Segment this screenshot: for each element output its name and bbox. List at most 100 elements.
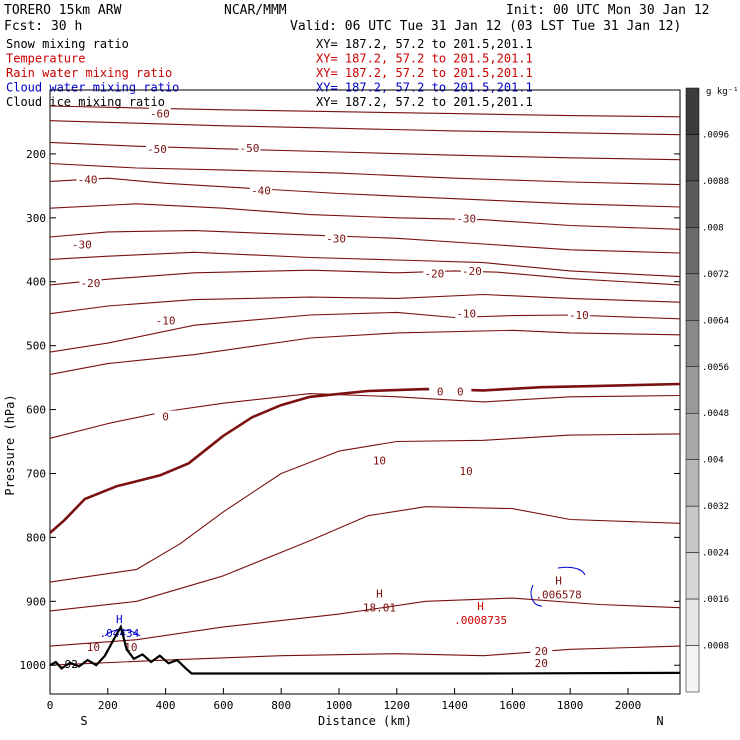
colorbar-segment <box>685 320 700 368</box>
contour-label: 10 <box>373 455 386 468</box>
y-tick-label: 600 <box>26 404 46 417</box>
isotherm-line <box>49 269 681 286</box>
plot-frame <box>49 89 681 695</box>
max-value: .0008735 <box>454 614 507 627</box>
isotherm-line <box>49 597 681 647</box>
x-tick-label: 2000 <box>615 699 642 712</box>
isotherm-line <box>49 311 681 353</box>
x-tick-label: 1000 <box>326 699 353 712</box>
contour-label-bg <box>455 464 478 477</box>
colorbar-label: .008 <box>702 223 724 233</box>
colorbar-label: .004 <box>702 456 724 466</box>
max-value: .04434 <box>99 627 139 640</box>
colorbar-segment <box>685 645 700 693</box>
isotherm-line <box>49 230 681 254</box>
contour-label: -10 <box>456 308 476 321</box>
model-title: TORERO 15km ARW <box>4 3 122 18</box>
colorbar-label: .0064 <box>702 316 729 326</box>
field-xy: XY= 187.2, 57.2 to 201.5,201.1 <box>316 37 533 51</box>
colorbar-segment <box>685 459 700 507</box>
x-end-label-south: S <box>80 714 87 728</box>
x-axis-label: Distance (km) <box>318 714 412 728</box>
max-value: 18.01 <box>363 601 396 614</box>
x-tick-label: 800 <box>271 699 291 712</box>
max-symbol: H <box>555 575 562 588</box>
contour-label-bg <box>148 107 171 120</box>
contour-label-bg <box>154 314 177 327</box>
contour-label-bg <box>567 308 590 321</box>
contour-label-bg <box>145 142 168 155</box>
terrain-layer: .92 <box>49 623 681 675</box>
y-tick-label: 800 <box>26 531 46 544</box>
x-tick-label: 600 <box>213 699 233 712</box>
field-name: Cloud water mixing ratio <box>6 81 179 95</box>
max-symbol: H <box>477 600 484 613</box>
colorbar-label: .0008 <box>702 642 729 652</box>
contour-label-bg <box>154 410 177 423</box>
colorbar-label: .0024 <box>702 549 729 559</box>
colorbar-segment <box>685 180 700 228</box>
contour-label: -50 <box>239 142 259 155</box>
colorbar-label: .0088 <box>702 177 729 187</box>
colorbar-segment <box>685 552 700 600</box>
field-name: Temperature <box>6 52 85 66</box>
contour-label-bg <box>368 454 391 467</box>
y-tick-label: 400 <box>26 276 46 289</box>
isotherm-line <box>49 162 681 186</box>
contour-label-bg <box>249 184 272 197</box>
contour-label: -40 <box>251 184 271 197</box>
isotherm-line <box>49 382 681 534</box>
terrain-label: .92 <box>58 658 78 671</box>
y-axis-label: Pressure (hPa) <box>3 394 17 495</box>
field-name: Cloud ice mixing ratio <box>6 95 165 109</box>
colorbar-segment <box>685 273 700 321</box>
colorbar-segment <box>685 134 700 182</box>
contour-label-bg <box>455 307 478 320</box>
colorbar-segment <box>685 505 700 553</box>
colorbar-label: .0016 <box>702 595 729 605</box>
contour-label: -30 <box>72 239 92 252</box>
isotherm-line <box>49 251 681 278</box>
contour-label: 20 <box>535 657 548 670</box>
contour-label: 0 <box>457 386 464 399</box>
max-value: .006578 <box>535 589 581 602</box>
terrain-profile <box>49 623 681 675</box>
x-tick-label: 1400 <box>441 699 468 712</box>
isotherm-line <box>49 506 681 612</box>
colorbar-segment <box>685 412 700 460</box>
x-tick-label: 1200 <box>384 699 411 712</box>
colorbar-segment <box>685 227 700 275</box>
contour-label-bg <box>70 238 93 251</box>
contour-label-bg <box>449 385 472 398</box>
colorbar-unit: g kg⁻¹ <box>706 87 739 97</box>
isotherm-layer <box>49 105 681 666</box>
y-tick-label: 1000 <box>20 659 47 672</box>
isotherm-line <box>49 120 681 136</box>
contour-label-bg <box>238 142 261 155</box>
contour-label: -40 <box>78 173 98 186</box>
isotherm-line <box>49 433 681 583</box>
contour-label-bg <box>325 232 348 245</box>
isotherm-line <box>49 141 681 161</box>
y-tick-label: 300 <box>26 212 46 225</box>
x-tick-label: 1800 <box>557 699 584 712</box>
forecast-hour: Fcst: 30 h <box>4 19 82 34</box>
contour-label: -60 <box>150 108 170 121</box>
cloud-water-contour-east <box>530 566 586 607</box>
contour-label: 10 <box>460 465 473 478</box>
isotherm-line <box>49 393 681 439</box>
field-xy: XY= 187.2, 57.2 to 201.5,201.1 <box>316 52 533 66</box>
contour-label: 0 <box>162 411 169 424</box>
max-symbol: H <box>376 587 383 600</box>
isotherm-line <box>49 105 681 118</box>
y-tick-label: 700 <box>26 467 46 480</box>
y-tick-label: 200 <box>26 148 46 161</box>
colorbar-label: .0096 <box>702 130 729 140</box>
contour-label: -20 <box>462 265 482 278</box>
contour-label-bg <box>460 264 483 277</box>
isotherm-line <box>49 177 681 208</box>
colorbar-label: .0048 <box>702 409 729 419</box>
